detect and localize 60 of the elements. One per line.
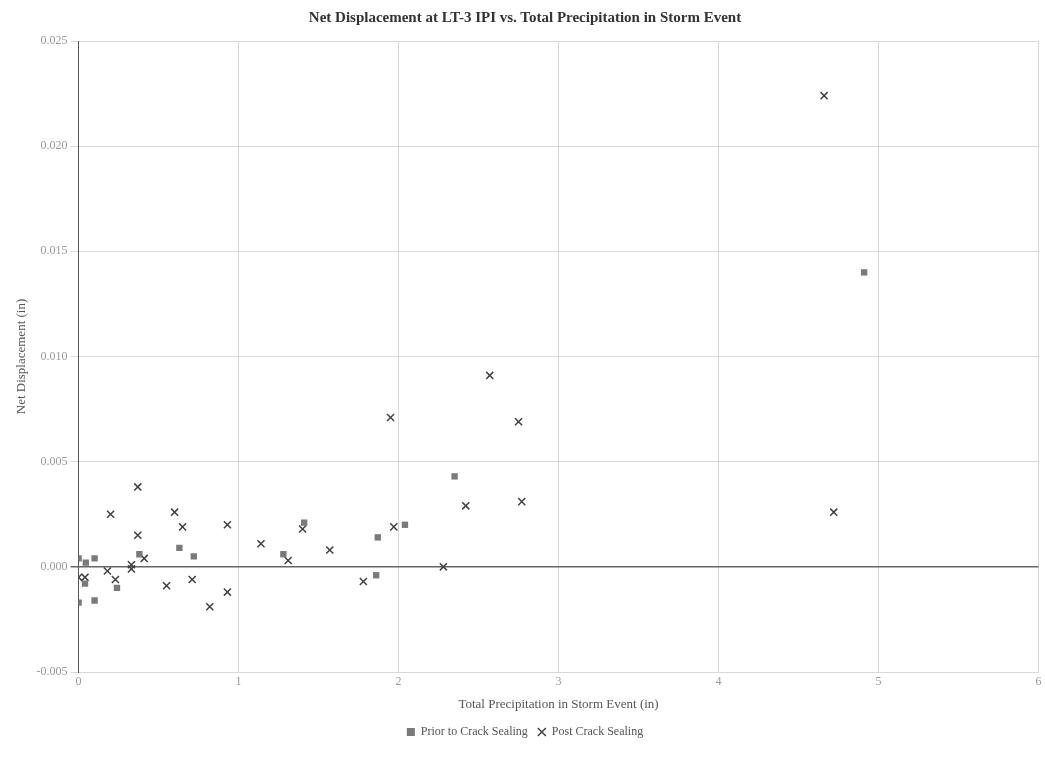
point [106,509,115,519]
point [386,413,395,422]
point [103,566,112,576]
point [176,544,183,552]
point [80,573,90,582]
x-tick-label: 0 [75,674,82,689]
point [461,501,471,511]
point [178,522,187,532]
point [280,551,287,558]
x-tick-label: 3 [555,674,562,689]
point [514,417,523,426]
y-tick-label: 0.000 [40,558,68,573]
point [205,602,215,612]
point [133,482,143,492]
point [81,580,89,587]
point [517,497,527,506]
point [300,519,308,526]
x-tick-label: 1 [235,674,242,689]
y-tick-label: 0.020 [40,138,68,153]
point [170,507,179,517]
y-tick-label: 0.025 [40,33,68,48]
point [325,545,335,555]
point [127,560,136,570]
legend-label: Prior to Crack Sealing [420,724,528,739]
x-tick-label: 4 [715,674,722,689]
point [127,564,136,574]
x-tick-label: 5 [875,674,882,689]
y-tick-label: 0.005 [40,453,68,468]
point [485,371,495,380]
point [359,577,368,586]
point [162,581,171,591]
point [91,597,98,604]
y-tick-label: 0.015 [40,243,68,258]
point [82,559,89,566]
point [111,575,120,584]
point [829,507,839,517]
y-tick-label: -0.005 [36,664,68,679]
chart-title: Net Displacement at LT-3 IPI vs. Total Precipitation in Storm Event [308,8,742,25]
point [136,551,143,558]
point [256,539,266,548]
x-axis-title: Total Precipitation in Storm Event (in) [458,695,659,711]
point [860,269,868,276]
point [139,554,149,563]
y-axis-title: Net Displacement (in) [13,298,29,415]
legend-label: Post Crack Sealing [551,724,644,739]
point [187,575,197,584]
point [223,587,232,597]
point [389,522,399,532]
point [439,562,448,572]
point [283,556,293,565]
point [223,520,232,530]
point [374,534,381,541]
point [819,91,829,100]
x-tick-label: 6 [1035,674,1042,689]
point [451,473,458,480]
point [133,531,143,540]
y-tick-label: 0.010 [40,348,68,363]
point [298,524,307,534]
x-tick-label: 2 [395,674,402,689]
point [91,555,98,562]
